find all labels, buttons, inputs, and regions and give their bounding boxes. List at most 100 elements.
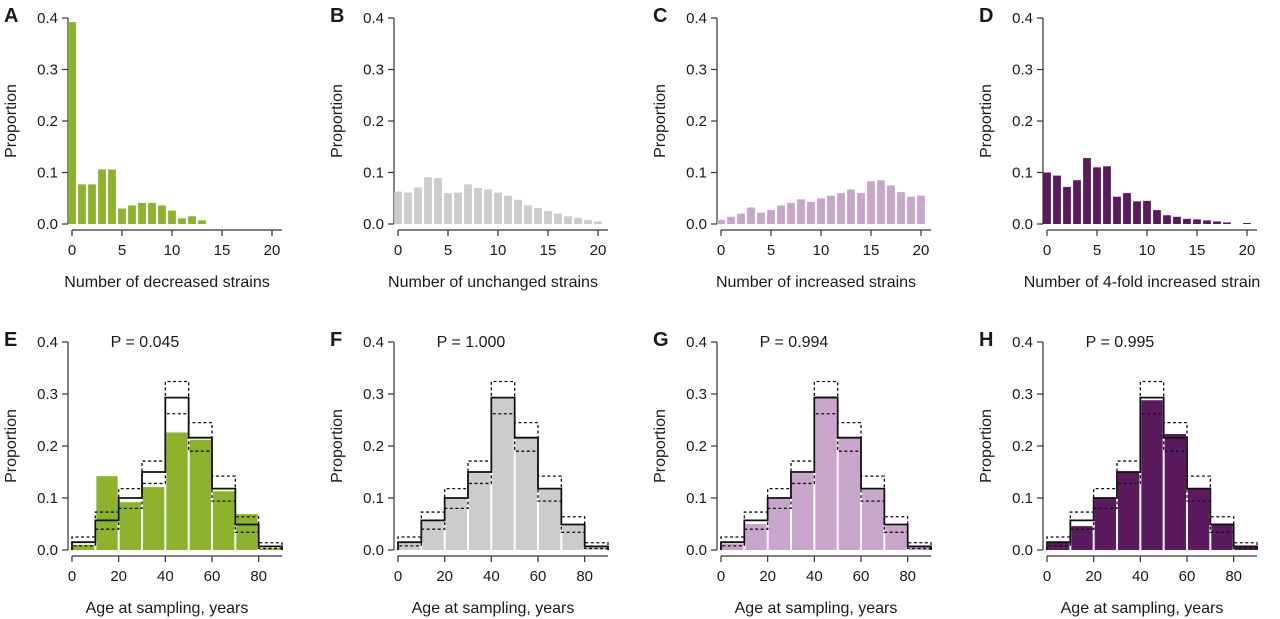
x-tick-label: 0 — [1043, 242, 1051, 259]
y-tick-label: 0.4 — [363, 10, 384, 27]
y-tick-label: 0.4 — [1012, 334, 1033, 351]
expected-upper-bound-line — [71, 380, 283, 550]
panel-label: G — [653, 329, 669, 351]
y-tick-label: 0.1 — [1012, 490, 1033, 507]
panel-label: C — [653, 5, 667, 27]
x-tick-label: 60 — [1179, 568, 1196, 585]
bar — [1223, 222, 1231, 224]
x-tick-label: 60 — [204, 568, 221, 585]
panel-label: D — [979, 5, 993, 27]
bar — [1211, 523, 1233, 550]
panel-label: F — [330, 329, 342, 351]
bar — [148, 202, 156, 224]
bar — [78, 184, 86, 224]
bar — [138, 202, 146, 224]
p-value-title: P = 0.995 — [1086, 334, 1155, 351]
x-tick-label: 15 — [540, 242, 557, 259]
y-tick-label: 0.2 — [1012, 438, 1033, 455]
y-tick-label: 0.2 — [686, 113, 707, 130]
y-tick-label: 0.2 — [1012, 113, 1033, 130]
bar — [1103, 166, 1111, 224]
bar — [128, 205, 136, 224]
bar — [118, 208, 126, 224]
x-tick-label: 20 — [759, 568, 776, 585]
bar — [594, 221, 602, 224]
x-tick-label: 80 — [576, 568, 593, 585]
x-tick-label: 80 — [899, 568, 916, 585]
bar — [68, 22, 76, 225]
y-axis-label: Proportion — [329, 409, 346, 483]
bar — [777, 205, 785, 224]
bar — [514, 199, 522, 224]
x-tick-label: 0 — [68, 568, 76, 585]
x-tick-label: 80 — [250, 568, 267, 585]
y-tick-label: 0.1 — [37, 490, 58, 507]
bar — [807, 201, 815, 224]
bar — [1164, 434, 1186, 550]
x-tick-label: 40 — [806, 568, 823, 585]
bar — [119, 502, 141, 550]
bar — [1188, 488, 1210, 550]
bar — [1141, 400, 1163, 550]
bar — [1083, 158, 1091, 224]
x-axis-label: Age at sampling, years — [412, 600, 575, 617]
x-tick-label: 40 — [157, 568, 174, 585]
bar — [574, 217, 582, 224]
bar — [837, 193, 845, 224]
bar — [1143, 200, 1151, 224]
bar — [1243, 222, 1251, 224]
y-tick-label: 0.3 — [363, 386, 384, 403]
bar — [1118, 472, 1140, 550]
bar — [414, 187, 422, 224]
y-tick-label: 0.2 — [37, 438, 58, 455]
expected-distribution-line — [1046, 396, 1258, 550]
bar — [787, 202, 795, 224]
bar — [188, 216, 196, 224]
bar — [1071, 526, 1093, 550]
y-tick-label: 0.1 — [363, 165, 384, 182]
bar — [492, 398, 514, 550]
bar — [1048, 542, 1070, 550]
x-tick-label: 0 — [717, 568, 725, 585]
x-tick-label: 40 — [483, 568, 500, 585]
y-tick-label: 0.3 — [686, 386, 707, 403]
y-tick-label: 0.3 — [37, 386, 58, 403]
y-tick-label: 0.4 — [37, 334, 58, 351]
bar — [422, 520, 444, 550]
y-tick-label: 0.4 — [686, 334, 707, 351]
y-tick-label: 0.1 — [1012, 165, 1033, 182]
panel-label: H — [979, 329, 993, 351]
bar — [1183, 218, 1191, 224]
y-tick-label: 0.0 — [686, 542, 707, 559]
bar — [584, 219, 592, 224]
bar — [213, 491, 235, 550]
x-tick-label: 0 — [1043, 568, 1051, 585]
expected-distribution-line — [397, 396, 609, 550]
panel-c: C 0.0 0.1 0.2 0.3 0.4 Proportion 0 5 10 15 20 Number… — [652, 5, 931, 291]
bar — [434, 178, 442, 224]
panel-label: A — [4, 5, 18, 27]
bar — [1043, 172, 1051, 224]
bar — [424, 177, 432, 224]
x-axis-label: Number of 4-fold increased strain — [1024, 274, 1261, 291]
x-tick-label: 20 — [436, 568, 453, 585]
bar — [1063, 186, 1071, 224]
y-tick-label: 0.2 — [363, 438, 384, 455]
bar — [108, 169, 116, 224]
y-tick-label: 0.3 — [363, 62, 384, 79]
bar — [1113, 196, 1121, 224]
bar — [815, 396, 837, 550]
bar — [1173, 216, 1181, 224]
bar — [534, 208, 542, 224]
bar — [73, 544, 95, 550]
bar — [907, 196, 915, 224]
bar — [722, 543, 744, 550]
bar — [887, 185, 895, 224]
bar — [464, 184, 472, 224]
bar — [394, 191, 402, 224]
x-tick-label: 5 — [444, 242, 452, 259]
bar — [474, 187, 482, 224]
bar — [445, 498, 467, 550]
panel-d: D 0.0 0.1 0.2 0.3 0.4 Proportion 0 5 10 15 20 Number… — [978, 5, 1260, 291]
